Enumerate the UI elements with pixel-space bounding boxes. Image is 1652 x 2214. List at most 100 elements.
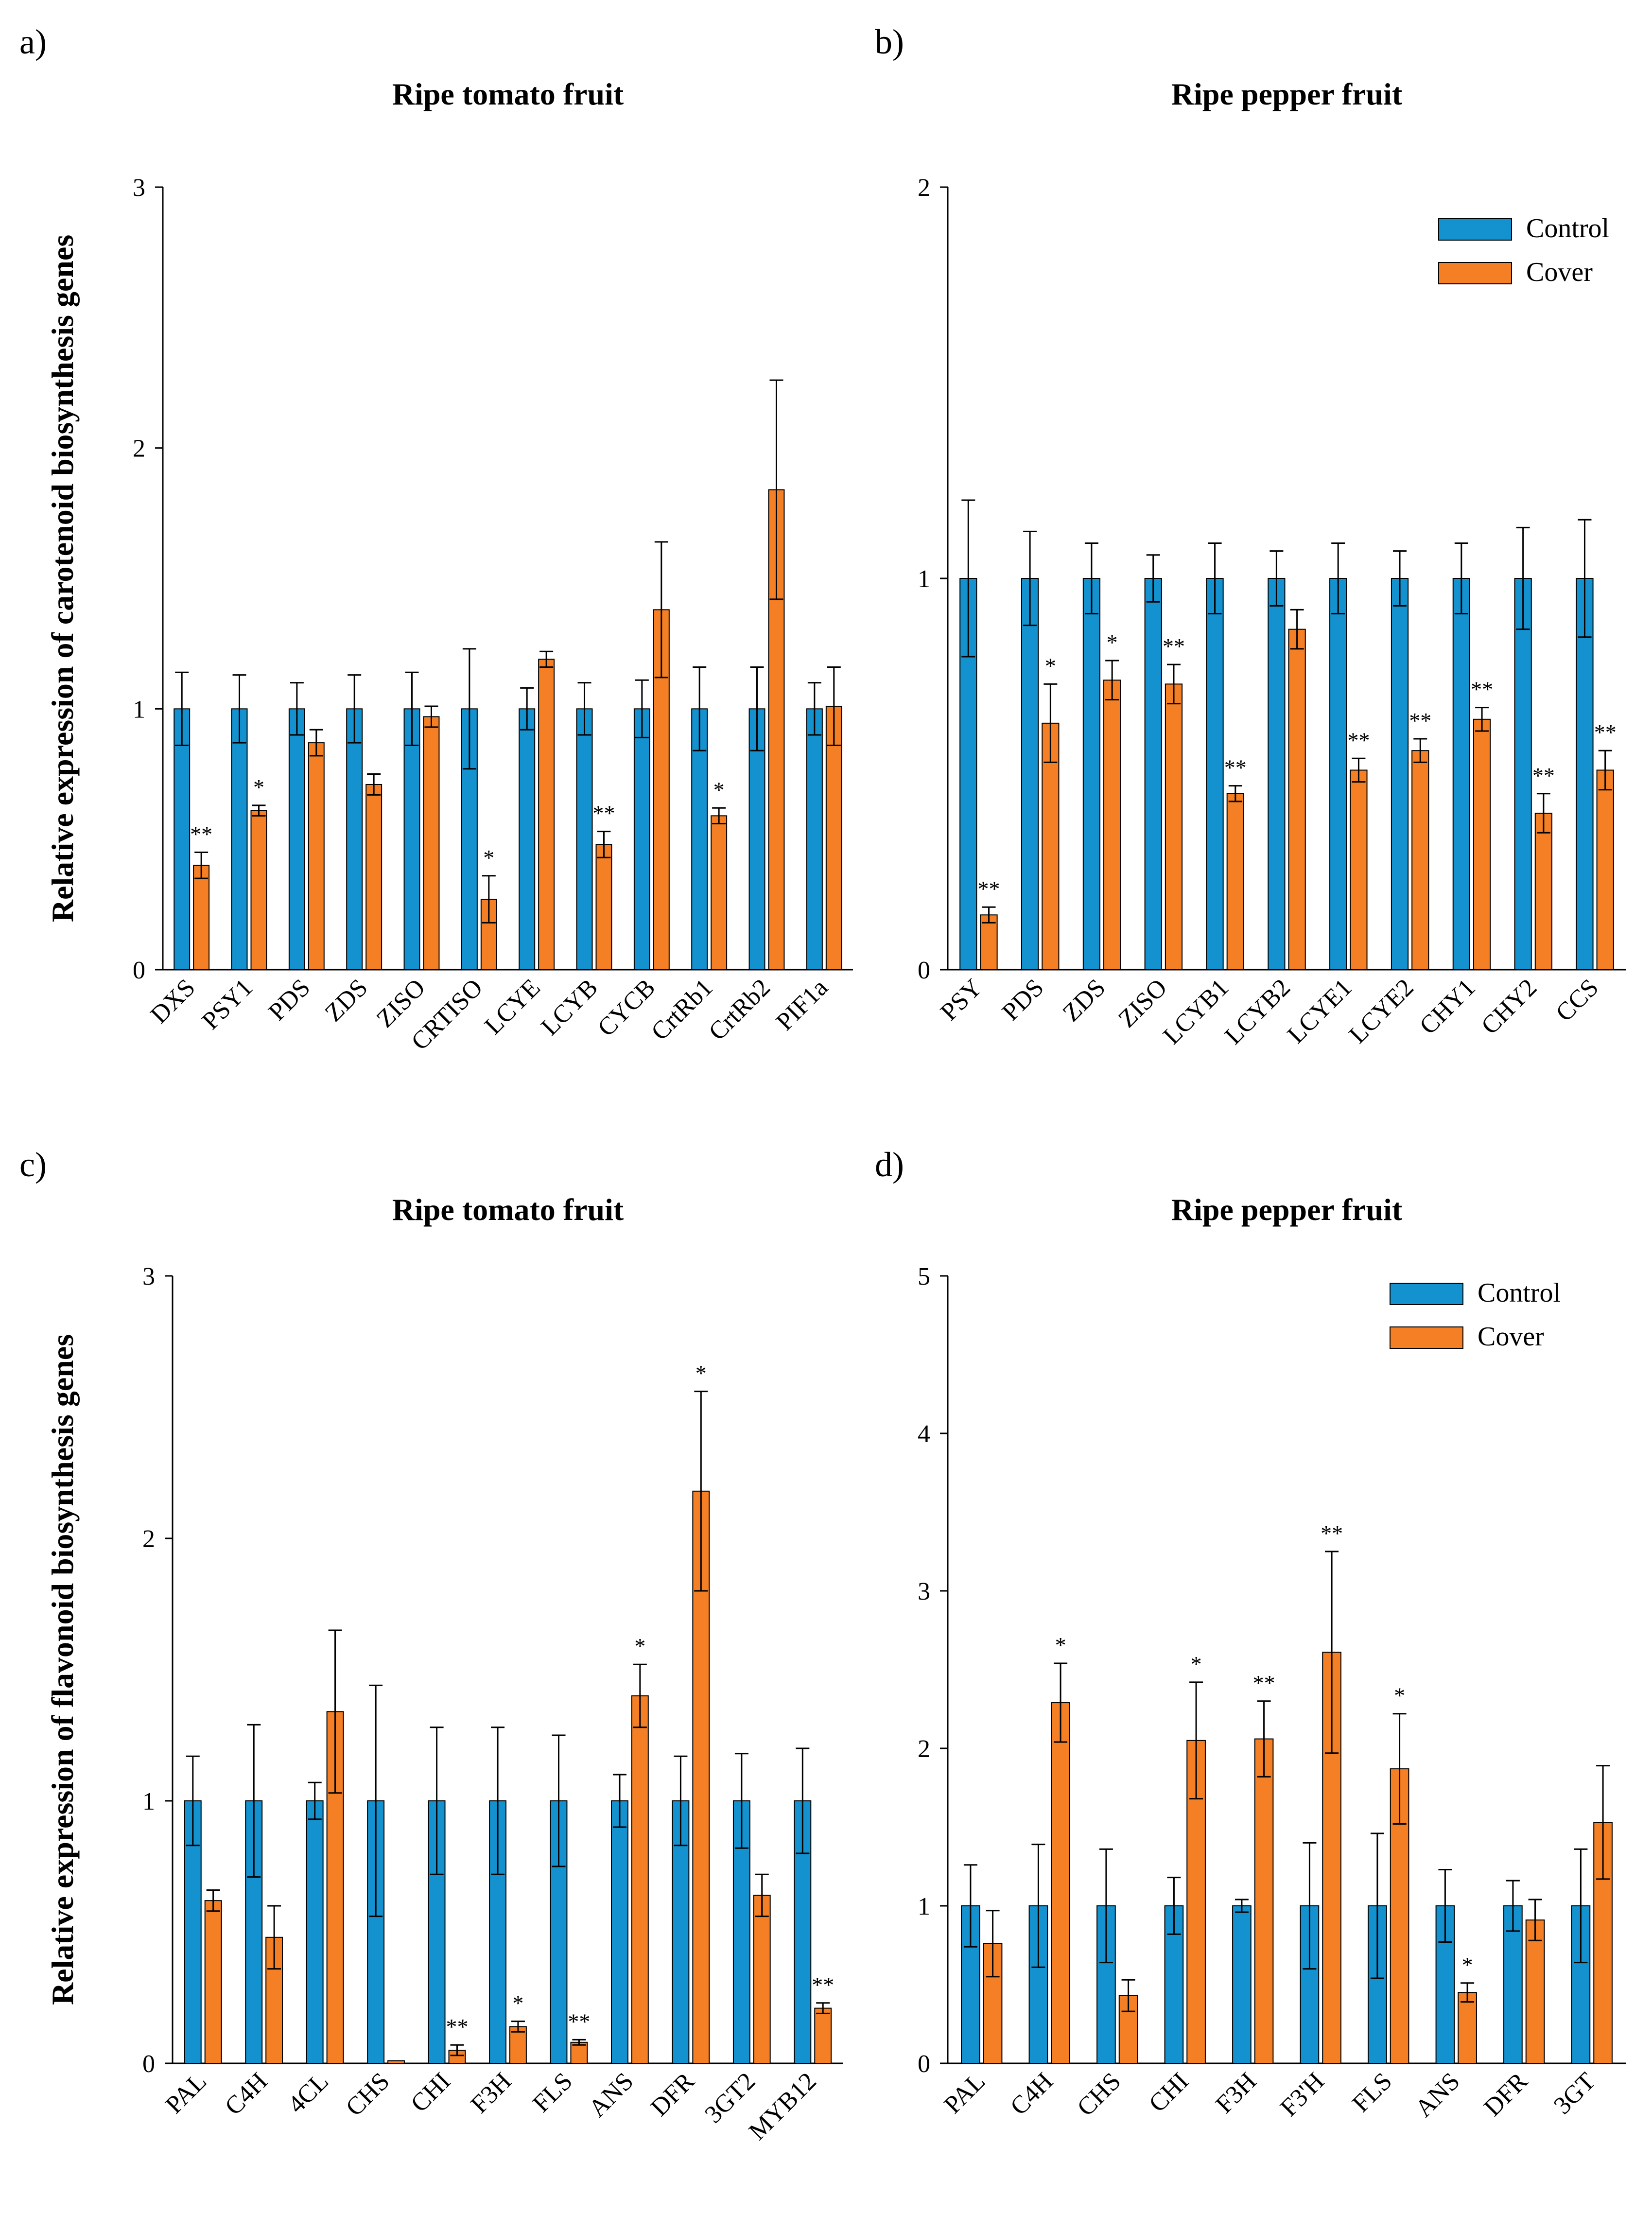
panel-label: a) [19,22,47,61]
x-tick-label: CrtRb1 [646,974,718,1046]
y-axis-label: Relative expression of carotenoid biosyn… [45,235,80,923]
y-tick-label: 2 [918,1735,930,1763]
cover-bar [1226,793,1244,970]
x-tick-label: F3H [1211,2067,1262,2119]
cover-bar [1288,628,1306,970]
x-tick-label: MYB12 [744,2067,822,2145]
cover-bar [1525,1919,1545,2064]
legend-swatch-cover [1390,1326,1463,1349]
y-tick-label: 0 [918,2050,930,2078]
y-tick-label: 0 [133,957,145,984]
significance-mark: * [1055,1633,1066,1657]
legend: Control Cover [1390,1278,1561,1352]
chart-panel-2: b)Ripe pepper fruit012**PSY*PDS*ZDS**ZIS… [875,22,1626,1050]
cover-bar [1254,1738,1274,2064]
significance-mark: ** [1163,634,1185,659]
control-bar [306,1800,324,2064]
x-tick-label: PAL [160,2067,212,2119]
chart-title: Ripe tomato fruit [392,1192,624,1227]
significance-mark: ** [812,1972,834,1997]
y-tick-label: 1 [142,1788,155,1815]
control-bar [1144,578,1162,970]
x-tick-label: C4H [220,2067,273,2121]
control-bar [231,708,248,971]
control-bar [806,708,823,971]
chart-panel-3: c) Ripe tomato fruit Relative expression o… [19,1145,843,2145]
x-tick-label: LCYE [479,974,545,1040]
x-tick-label: 3GT [1548,2067,1601,2120]
significance-mark: * [1045,653,1056,678]
x-tick-label: CHI [405,2067,456,2118]
x-tick-label: CHY1 [1414,974,1480,1040]
legend-label-control: Control [1526,213,1609,244]
control-bar [174,708,191,971]
cover-bar [308,742,325,970]
significance-mark: ** [1409,708,1431,733]
cover-bar [387,2060,405,2064]
cover-bar [1411,750,1429,970]
chart-title: Ripe tomato fruit [392,77,624,111]
significance-mark: * [512,1991,523,2016]
cover-bar [204,1900,222,2064]
significance-mark: * [713,777,725,802]
significance-mark: * [1107,630,1118,655]
x-tick-label: LCYB2 [1219,974,1296,1050]
significance-mark: * [253,775,264,800]
y-tick-label: 0 [918,957,930,984]
control-bar [519,708,536,971]
y-tick-label: 2 [918,174,930,202]
x-tick-label: C4H [1005,2067,1059,2121]
x-tick-label: ANS [1410,2067,1465,2123]
cover-bar [1103,680,1121,971]
x-tick-label: DFR [645,2067,700,2122]
y-tick-label: 1 [918,565,930,593]
significance-mark: ** [592,801,615,826]
control-bar [1329,578,1347,970]
x-tick-label: CYCB [592,974,661,1042]
control-bar [1206,578,1224,970]
cover-bar [423,716,440,970]
significance-mark: ** [1224,755,1247,780]
control-bar [288,708,305,971]
significance-mark: * [1191,1652,1202,1676]
chart-title: Ripe pepper fruit [1171,77,1403,111]
x-tick-label: F3H [466,2067,517,2119]
x-tick-label: PDS [263,974,316,1026]
x-tick-label: PSY1 [197,974,258,1035]
x-tick-label: ZDS [1058,974,1111,1027]
cover-bar [1051,1702,1070,2064]
significance-mark: ** [1594,720,1617,745]
chart-title: Ripe pepper fruit [1171,1192,1403,1227]
control-bar [1268,578,1286,970]
chart-panel-1: a) Ripe tomato fruit Relative expression o… [19,22,853,1056]
x-tick-label: LCYE2 [1344,974,1419,1049]
legend-swatch-control [1390,1283,1463,1305]
y-tick-label: 3 [918,1578,930,1605]
cover-bar [365,784,383,970]
x-tick-label: CHY2 [1476,974,1542,1040]
panel-label: b) [875,22,904,61]
x-tick-label: LCYE1 [1282,974,1357,1049]
x-tick-label: DXS [145,974,201,1029]
x-tick-label: CHS [1072,2067,1126,2122]
cover-bar [1458,1992,1477,2064]
cover-bar [1534,813,1553,970]
control-bar [1232,1905,1252,2064]
control-bar [346,708,363,971]
cover-bar [509,2026,527,2064]
x-tick-label: LCYB1 [1158,974,1234,1050]
significance-mark: * [634,1634,645,1658]
panel-label: c) [19,1145,47,1184]
control-bar [748,708,765,971]
y-tick-label: 4 [918,1420,930,1448]
cover-bar [1165,683,1183,970]
chart-panel-4: d) Ripe pepper fruit 0 1 2 3 4 5 PAL * C4H CHS * CHI *… [875,1145,1626,2123]
control-bar [403,708,420,971]
cover-bar [250,810,267,970]
x-tick-label: FLS [527,2067,578,2118]
significance-mark: * [696,1361,707,1386]
y-tick-label: 1 [133,696,145,723]
x-tick-label: DFR [1478,2067,1533,2122]
control-bar [1576,578,1594,970]
